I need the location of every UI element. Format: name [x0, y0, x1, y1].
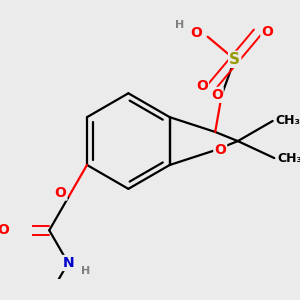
Text: H: H [176, 20, 184, 30]
Text: N: N [62, 256, 74, 270]
Text: O: O [0, 223, 9, 237]
Text: O: O [55, 186, 67, 200]
Text: CH₃: CH₃ [275, 115, 300, 128]
Text: H: H [81, 266, 90, 275]
Text: O: O [211, 88, 223, 102]
Text: O: O [196, 79, 208, 93]
Text: S: S [229, 52, 240, 67]
Text: O: O [214, 143, 226, 157]
Text: O: O [190, 26, 202, 40]
Text: O: O [261, 26, 273, 39]
Text: CH₃: CH₃ [277, 152, 300, 165]
